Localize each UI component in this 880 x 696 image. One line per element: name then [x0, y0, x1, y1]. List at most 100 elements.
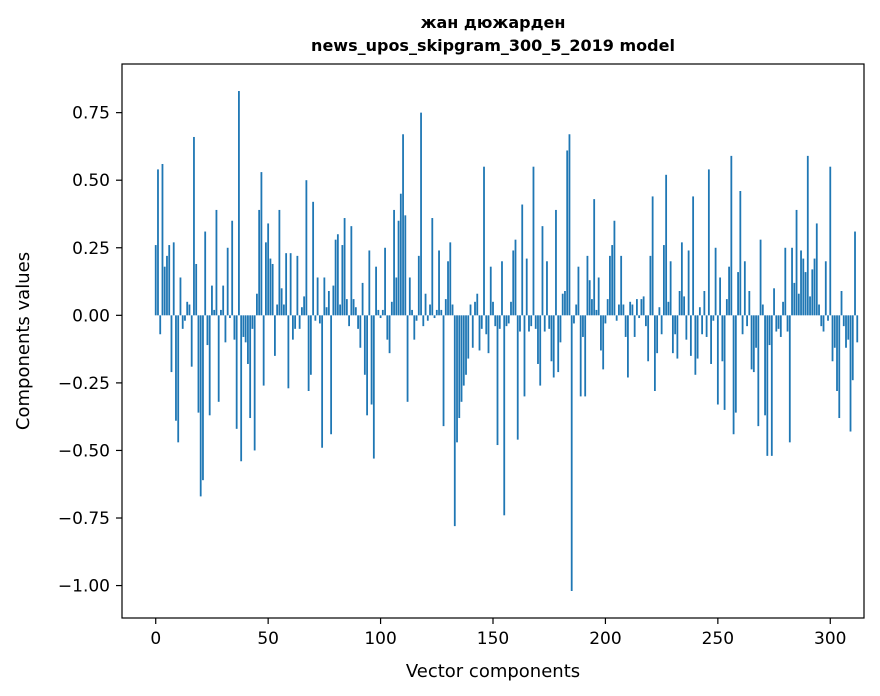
bar	[296, 255, 299, 316]
bar	[537, 315, 539, 364]
bar	[523, 315, 526, 397]
bar	[764, 315, 766, 416]
bar	[177, 315, 180, 443]
bar	[609, 255, 611, 316]
bar	[352, 299, 355, 316]
bar	[438, 250, 440, 316]
y-tick-label: 0.00	[72, 306, 110, 326]
bar	[703, 291, 706, 316]
bar	[687, 250, 690, 316]
bar	[856, 315, 859, 343]
bar	[157, 169, 159, 316]
bar	[557, 315, 560, 373]
bar	[478, 315, 481, 351]
bar	[845, 315, 847, 348]
bar	[662, 245, 665, 316]
bar	[366, 315, 368, 416]
bar	[550, 315, 553, 362]
bar	[267, 223, 270, 316]
bar	[775, 315, 778, 332]
bar	[300, 307, 303, 316]
bar	[505, 315, 508, 327]
y-axis-ticks: 0.75 0.50 0.25 0.00 −0.25 −0.50 −0.75 −1.00	[58, 104, 122, 597]
bar	[291, 315, 294, 340]
bar	[741, 315, 744, 335]
bars-group	[154, 91, 859, 591]
bar	[341, 245, 344, 316]
bar	[447, 261, 449, 316]
bar	[471, 315, 474, 348]
y-tick-label: −0.75	[58, 509, 110, 529]
bar	[510, 301, 512, 316]
bar	[483, 166, 485, 316]
bar	[397, 220, 400, 316]
y-tick-label: −0.25	[58, 374, 110, 394]
bar	[193, 136, 195, 316]
bar	[280, 288, 283, 316]
bar	[485, 315, 488, 335]
bar	[238, 91, 240, 316]
bar	[229, 315, 231, 319]
bar	[161, 163, 164, 316]
bar	[420, 112, 422, 316]
bar	[170, 315, 173, 373]
y-tick-label: 0.50	[72, 171, 110, 191]
bar	[336, 234, 339, 316]
bar	[804, 272, 807, 316]
bar	[503, 315, 506, 516]
bar	[381, 309, 384, 316]
bar	[568, 134, 571, 316]
bar	[305, 180, 308, 316]
bar	[847, 315, 850, 340]
bar	[611, 245, 614, 316]
bar	[424, 293, 427, 316]
bar	[678, 291, 681, 316]
bar	[759, 239, 762, 316]
bar	[782, 301, 784, 316]
bar	[716, 315, 719, 405]
bar	[460, 315, 463, 402]
bar	[298, 315, 301, 329]
x-tick-label: 250	[702, 629, 734, 649]
bar	[501, 261, 503, 316]
bar	[399, 193, 402, 316]
bar	[166, 255, 168, 316]
bar	[710, 315, 712, 364]
bar	[226, 247, 229, 316]
bar	[440, 309, 443, 316]
bar	[631, 304, 634, 316]
x-axis-ticks: 0 50 100 150 200 250 300	[150, 618, 846, 649]
x-tick-label: 50	[257, 629, 279, 649]
x-tick-label: 0	[150, 629, 161, 649]
bar	[606, 299, 609, 316]
bar	[597, 277, 600, 316]
bar	[303, 296, 306, 316]
bar	[451, 304, 454, 316]
bar	[818, 304, 820, 316]
bar	[746, 315, 748, 327]
bar	[586, 255, 589, 316]
bar	[636, 299, 638, 316]
bar	[350, 226, 353, 316]
bar	[361, 282, 364, 316]
bar	[786, 315, 789, 332]
bar	[415, 315, 418, 321]
bar	[222, 285, 225, 316]
bar	[242, 315, 245, 337]
bar	[512, 250, 515, 316]
bar	[766, 315, 769, 456]
bar	[467, 315, 470, 359]
bar	[521, 204, 524, 316]
bar	[696, 315, 699, 359]
bar	[815, 223, 818, 316]
bar	[732, 315, 735, 435]
bar	[433, 315, 436, 319]
bar	[330, 315, 333, 435]
bar	[345, 299, 348, 316]
bar	[154, 245, 157, 316]
bar	[728, 266, 730, 316]
bar	[312, 201, 315, 316]
bar	[474, 301, 476, 316]
bar	[593, 199, 596, 316]
